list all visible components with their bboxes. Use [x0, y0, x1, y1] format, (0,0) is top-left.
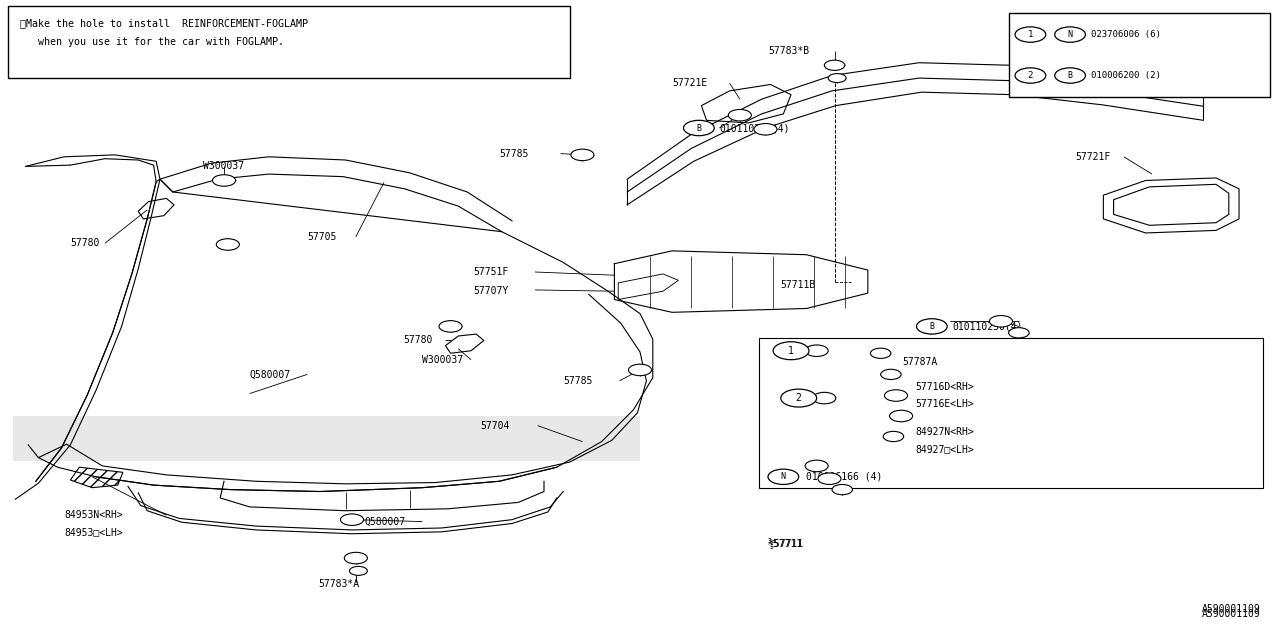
Text: 57751F: 57751F — [474, 267, 509, 277]
Circle shape — [1015, 27, 1046, 42]
Text: when you use it for the car with FOGLAMP.: when you use it for the car with FOGLAMP… — [20, 37, 284, 47]
Circle shape — [805, 460, 828, 472]
Circle shape — [890, 410, 913, 422]
Text: 84953N<RH>: 84953N<RH> — [64, 510, 123, 520]
Circle shape — [781, 389, 817, 407]
Text: 57783*A: 57783*A — [319, 579, 360, 589]
Text: 1: 1 — [1028, 30, 1033, 39]
Circle shape — [439, 321, 462, 332]
Text: ⅗57711: ⅗57711 — [768, 539, 804, 549]
Text: 57704: 57704 — [480, 420, 509, 431]
Text: 84927□<LH>: 84927□<LH> — [915, 444, 974, 454]
Text: 57716D<RH>: 57716D<RH> — [915, 382, 974, 392]
Text: N: N — [1068, 30, 1073, 39]
Circle shape — [349, 566, 367, 575]
Circle shape — [813, 392, 836, 404]
Text: ※Make the hole to install  REINFORCEMENT-FOGLAMP: ※Make the hole to install REINFORCEMENT-… — [20, 18, 308, 28]
Text: 2: 2 — [1028, 71, 1033, 80]
Text: 023706006 (6): 023706006 (6) — [1091, 30, 1161, 39]
Circle shape — [628, 364, 652, 376]
Text: 57721E: 57721E — [672, 78, 708, 88]
Circle shape — [571, 149, 594, 161]
Text: 57716E<LH>: 57716E<LH> — [915, 399, 974, 410]
Circle shape — [883, 431, 904, 442]
FancyBboxPatch shape — [1009, 13, 1270, 97]
Circle shape — [824, 60, 845, 70]
Text: B: B — [1068, 71, 1073, 80]
Circle shape — [1009, 328, 1029, 338]
Text: 57705: 57705 — [307, 232, 337, 242]
Text: 84953□<LH>: 84953□<LH> — [64, 527, 123, 538]
Text: B: B — [696, 124, 701, 132]
Circle shape — [340, 514, 364, 525]
Text: N: N — [781, 472, 786, 481]
Text: Q580007: Q580007 — [365, 516, 406, 527]
Circle shape — [818, 473, 841, 484]
Circle shape — [728, 109, 751, 121]
Circle shape — [684, 120, 714, 136]
Text: 57711B: 57711B — [781, 280, 817, 290]
Circle shape — [884, 390, 908, 401]
Text: 57721F: 57721F — [1075, 152, 1111, 162]
Circle shape — [216, 239, 239, 250]
Text: 57785: 57785 — [563, 376, 593, 386]
Text: 57780: 57780 — [403, 335, 433, 346]
Text: A590001109: A590001109 — [1202, 604, 1261, 614]
Text: W300037: W300037 — [422, 355, 463, 365]
Text: 010110250(4): 010110250(4) — [719, 123, 790, 133]
Text: 57785: 57785 — [499, 148, 529, 159]
Circle shape — [1055, 27, 1085, 42]
Text: 010006200 (2): 010006200 (2) — [1091, 71, 1161, 80]
Text: 010110250(4): 010110250(4) — [952, 321, 1023, 332]
Text: W300037: W300037 — [204, 161, 244, 172]
Circle shape — [1015, 68, 1046, 83]
Text: 2: 2 — [796, 393, 801, 403]
Text: *57711: *57711 — [768, 539, 804, 549]
Text: 57783*B: 57783*B — [768, 46, 809, 56]
Circle shape — [828, 74, 846, 83]
Text: B: B — [929, 322, 934, 331]
Circle shape — [344, 552, 367, 564]
Text: Q580007: Q580007 — [250, 369, 291, 380]
Text: 010006166 (4): 010006166 (4) — [806, 472, 883, 482]
Circle shape — [1055, 68, 1085, 83]
Text: A590001109: A590001109 — [1202, 609, 1261, 620]
Circle shape — [989, 316, 1012, 327]
Polygon shape — [13, 416, 640, 461]
Circle shape — [832, 484, 852, 495]
Circle shape — [881, 369, 901, 380]
Text: 1: 1 — [788, 346, 794, 356]
Circle shape — [773, 342, 809, 360]
Text: 57787A: 57787A — [902, 356, 938, 367]
FancyBboxPatch shape — [759, 338, 1263, 488]
Circle shape — [916, 319, 947, 334]
FancyBboxPatch shape — [8, 6, 570, 78]
Circle shape — [870, 348, 891, 358]
Text: 57707Y: 57707Y — [474, 286, 509, 296]
Text: 57780: 57780 — [70, 238, 100, 248]
Circle shape — [212, 175, 236, 186]
Text: 84927N<RH>: 84927N<RH> — [915, 427, 974, 437]
Circle shape — [805, 345, 828, 356]
Circle shape — [754, 124, 777, 135]
Circle shape — [768, 469, 799, 484]
